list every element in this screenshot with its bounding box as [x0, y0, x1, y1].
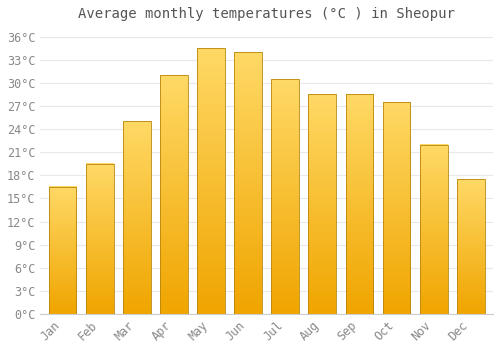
- Bar: [346, 94, 374, 314]
- Bar: [160, 75, 188, 314]
- Bar: [123, 121, 150, 314]
- Bar: [457, 179, 484, 314]
- Bar: [86, 164, 114, 314]
- Bar: [272, 79, 299, 314]
- Bar: [382, 102, 410, 314]
- Bar: [197, 48, 225, 314]
- Bar: [234, 52, 262, 314]
- Bar: [48, 187, 76, 314]
- Title: Average monthly temperatures (°C ) in Sheopur: Average monthly temperatures (°C ) in Sh…: [78, 7, 455, 21]
- Bar: [420, 145, 448, 314]
- Bar: [308, 94, 336, 314]
